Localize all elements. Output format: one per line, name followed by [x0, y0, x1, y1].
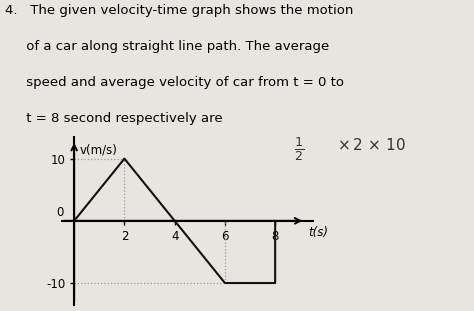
- Text: of a car along straight line path. The average: of a car along straight line path. The a…: [5, 40, 329, 53]
- Text: $\times\,2\,\times\,10$: $\times\,2\,\times\,10$: [337, 137, 406, 153]
- Text: $\frac{1}{2}$: $\frac{1}{2}$: [294, 135, 304, 163]
- Text: speed and average velocity of car from t = 0 to: speed and average velocity of car from t…: [5, 76, 344, 89]
- Text: v(m/s): v(m/s): [79, 143, 117, 156]
- Text: 0: 0: [57, 206, 64, 219]
- Text: 4.   The given velocity-time graph shows the motion: 4. The given velocity-time graph shows t…: [5, 4, 353, 17]
- Text: t(s): t(s): [308, 226, 328, 239]
- Text: t = 8 second respectively are: t = 8 second respectively are: [5, 112, 222, 125]
